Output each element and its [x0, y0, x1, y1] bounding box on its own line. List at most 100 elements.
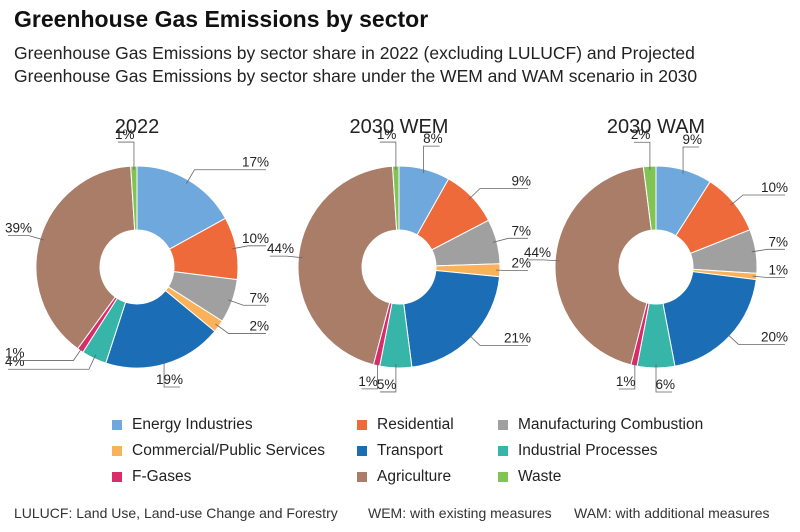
data-label: 2% — [511, 256, 531, 271]
data-label: 1% — [377, 127, 397, 142]
data-label: 1% — [358, 374, 378, 389]
chart-title: 2030 WAM — [607, 116, 705, 138]
leader-line — [163, 360, 181, 388]
legend-label: Energy Industries — [132, 416, 253, 433]
leader-line — [379, 141, 397, 171]
data-label: 1% — [616, 374, 636, 389]
leader-line — [270, 255, 303, 259]
leader-line — [751, 248, 785, 253]
data-label: 8% — [423, 131, 443, 146]
leader-line — [495, 269, 528, 272]
leader-line — [730, 194, 785, 206]
data-label: 10% — [242, 231, 269, 246]
leader-line — [232, 245, 266, 250]
slice-agriculture — [554, 166, 652, 366]
legend-label: Residential — [377, 416, 454, 433]
leader-line — [682, 146, 700, 174]
leader-line — [655, 364, 672, 393]
legend-label: F-Gases — [132, 468, 192, 485]
legend-item-agriculture: Agriculture — [357, 466, 451, 488]
legend-label: Industrial Processes — [518, 442, 658, 459]
data-label: 17% — [242, 155, 269, 170]
leader-line — [186, 169, 266, 184]
page-title: Greenhouse Gas Emissions by sector — [14, 6, 429, 32]
leader-line — [379, 363, 397, 393]
legend-item-residential: Residential — [357, 414, 454, 436]
leader-line — [423, 145, 440, 174]
slice-transport — [403, 270, 501, 368]
data-label: 7% — [768, 234, 788, 249]
data-label: 44% — [524, 245, 551, 260]
slice-energy-industries — [136, 165, 227, 250]
data-label: 2% — [249, 318, 269, 333]
leader-line — [752, 275, 785, 279]
legend-swatch — [498, 472, 508, 482]
legend-item-waste: Waste — [498, 466, 561, 488]
leader-line — [633, 141, 651, 171]
legend-label: Agriculture — [377, 468, 452, 485]
data-label: 44% — [267, 241, 294, 256]
slice-waste — [391, 165, 400, 231]
leader-line — [492, 237, 528, 243]
data-label: 1% — [768, 263, 788, 278]
data-label: 4% — [5, 354, 25, 369]
legend-swatch — [357, 446, 367, 456]
legend-item-energy-industries: Energy Industries — [112, 414, 253, 436]
legend-item-manufacturing-combustion: Manufacturing Combustion — [498, 414, 703, 436]
data-label: 21% — [504, 331, 531, 346]
leader-line — [117, 141, 135, 171]
data-label: 9% — [511, 173, 531, 188]
legend-label: Commercial/Public Services — [132, 442, 325, 459]
legend-swatch — [357, 472, 367, 482]
leader-line — [468, 187, 528, 200]
leader-line — [228, 299, 266, 306]
legend-swatch — [357, 420, 367, 430]
legend-label: Manufacturing Combustion — [518, 416, 704, 433]
footnote-wam: WAM: with additional measures — [574, 505, 770, 521]
legend-swatch — [498, 446, 508, 456]
slice-transport — [662, 271, 757, 367]
data-label: 19% — [156, 372, 183, 387]
leader-line — [8, 235, 44, 241]
leader-line — [8, 354, 97, 370]
leader-line — [726, 333, 785, 345]
leader-line — [618, 361, 636, 390]
leader-line — [468, 334, 528, 347]
legend-item-f-gases: F-Gases — [112, 466, 191, 488]
legend-swatch — [112, 420, 122, 430]
legend-swatch — [112, 472, 122, 482]
slice-agriculture — [35, 165, 136, 350]
data-label: 5% — [377, 377, 397, 392]
legend-item-industrial-processes: Industrial Processes — [498, 440, 658, 462]
legend-swatch — [112, 446, 122, 456]
legend-label: Waste — [518, 468, 562, 485]
data-label: 9% — [683, 132, 703, 147]
leader-line — [527, 259, 560, 262]
leader-line — [215, 323, 266, 334]
data-label: 1% — [115, 127, 135, 142]
data-label: 7% — [511, 223, 531, 238]
data-label: 39% — [5, 220, 32, 235]
slice-transport — [105, 289, 216, 369]
data-label: 1% — [5, 345, 25, 360]
legend-item-transport: Transport — [357, 440, 443, 462]
data-label: 6% — [655, 377, 675, 392]
data-label: 20% — [761, 329, 788, 344]
chart-title: 2030 WEM — [350, 116, 449, 138]
leader-line — [361, 361, 378, 390]
slice-agriculture — [297, 165, 398, 366]
slice-waste — [130, 165, 138, 231]
legend-item-commercial-public-services: Commercial/Public Services — [112, 440, 325, 462]
slice-waste — [642, 165, 657, 231]
data-label: 10% — [761, 180, 788, 195]
leader-line — [8, 347, 83, 361]
data-label: 7% — [249, 290, 269, 305]
legend-swatch — [498, 420, 508, 430]
chart-title: 2022 — [115, 116, 160, 138]
data-label: 2% — [631, 127, 651, 142]
footnote-wem: WEM: with existing measures — [368, 505, 552, 521]
legend-label: Transport — [377, 442, 443, 459]
page-subtitle: Greenhouse Gas Emissions by sector share… — [14, 43, 698, 86]
footnote-lulucf: LULUCF: Land Use, Land-use Change and Fo… — [14, 505, 338, 521]
